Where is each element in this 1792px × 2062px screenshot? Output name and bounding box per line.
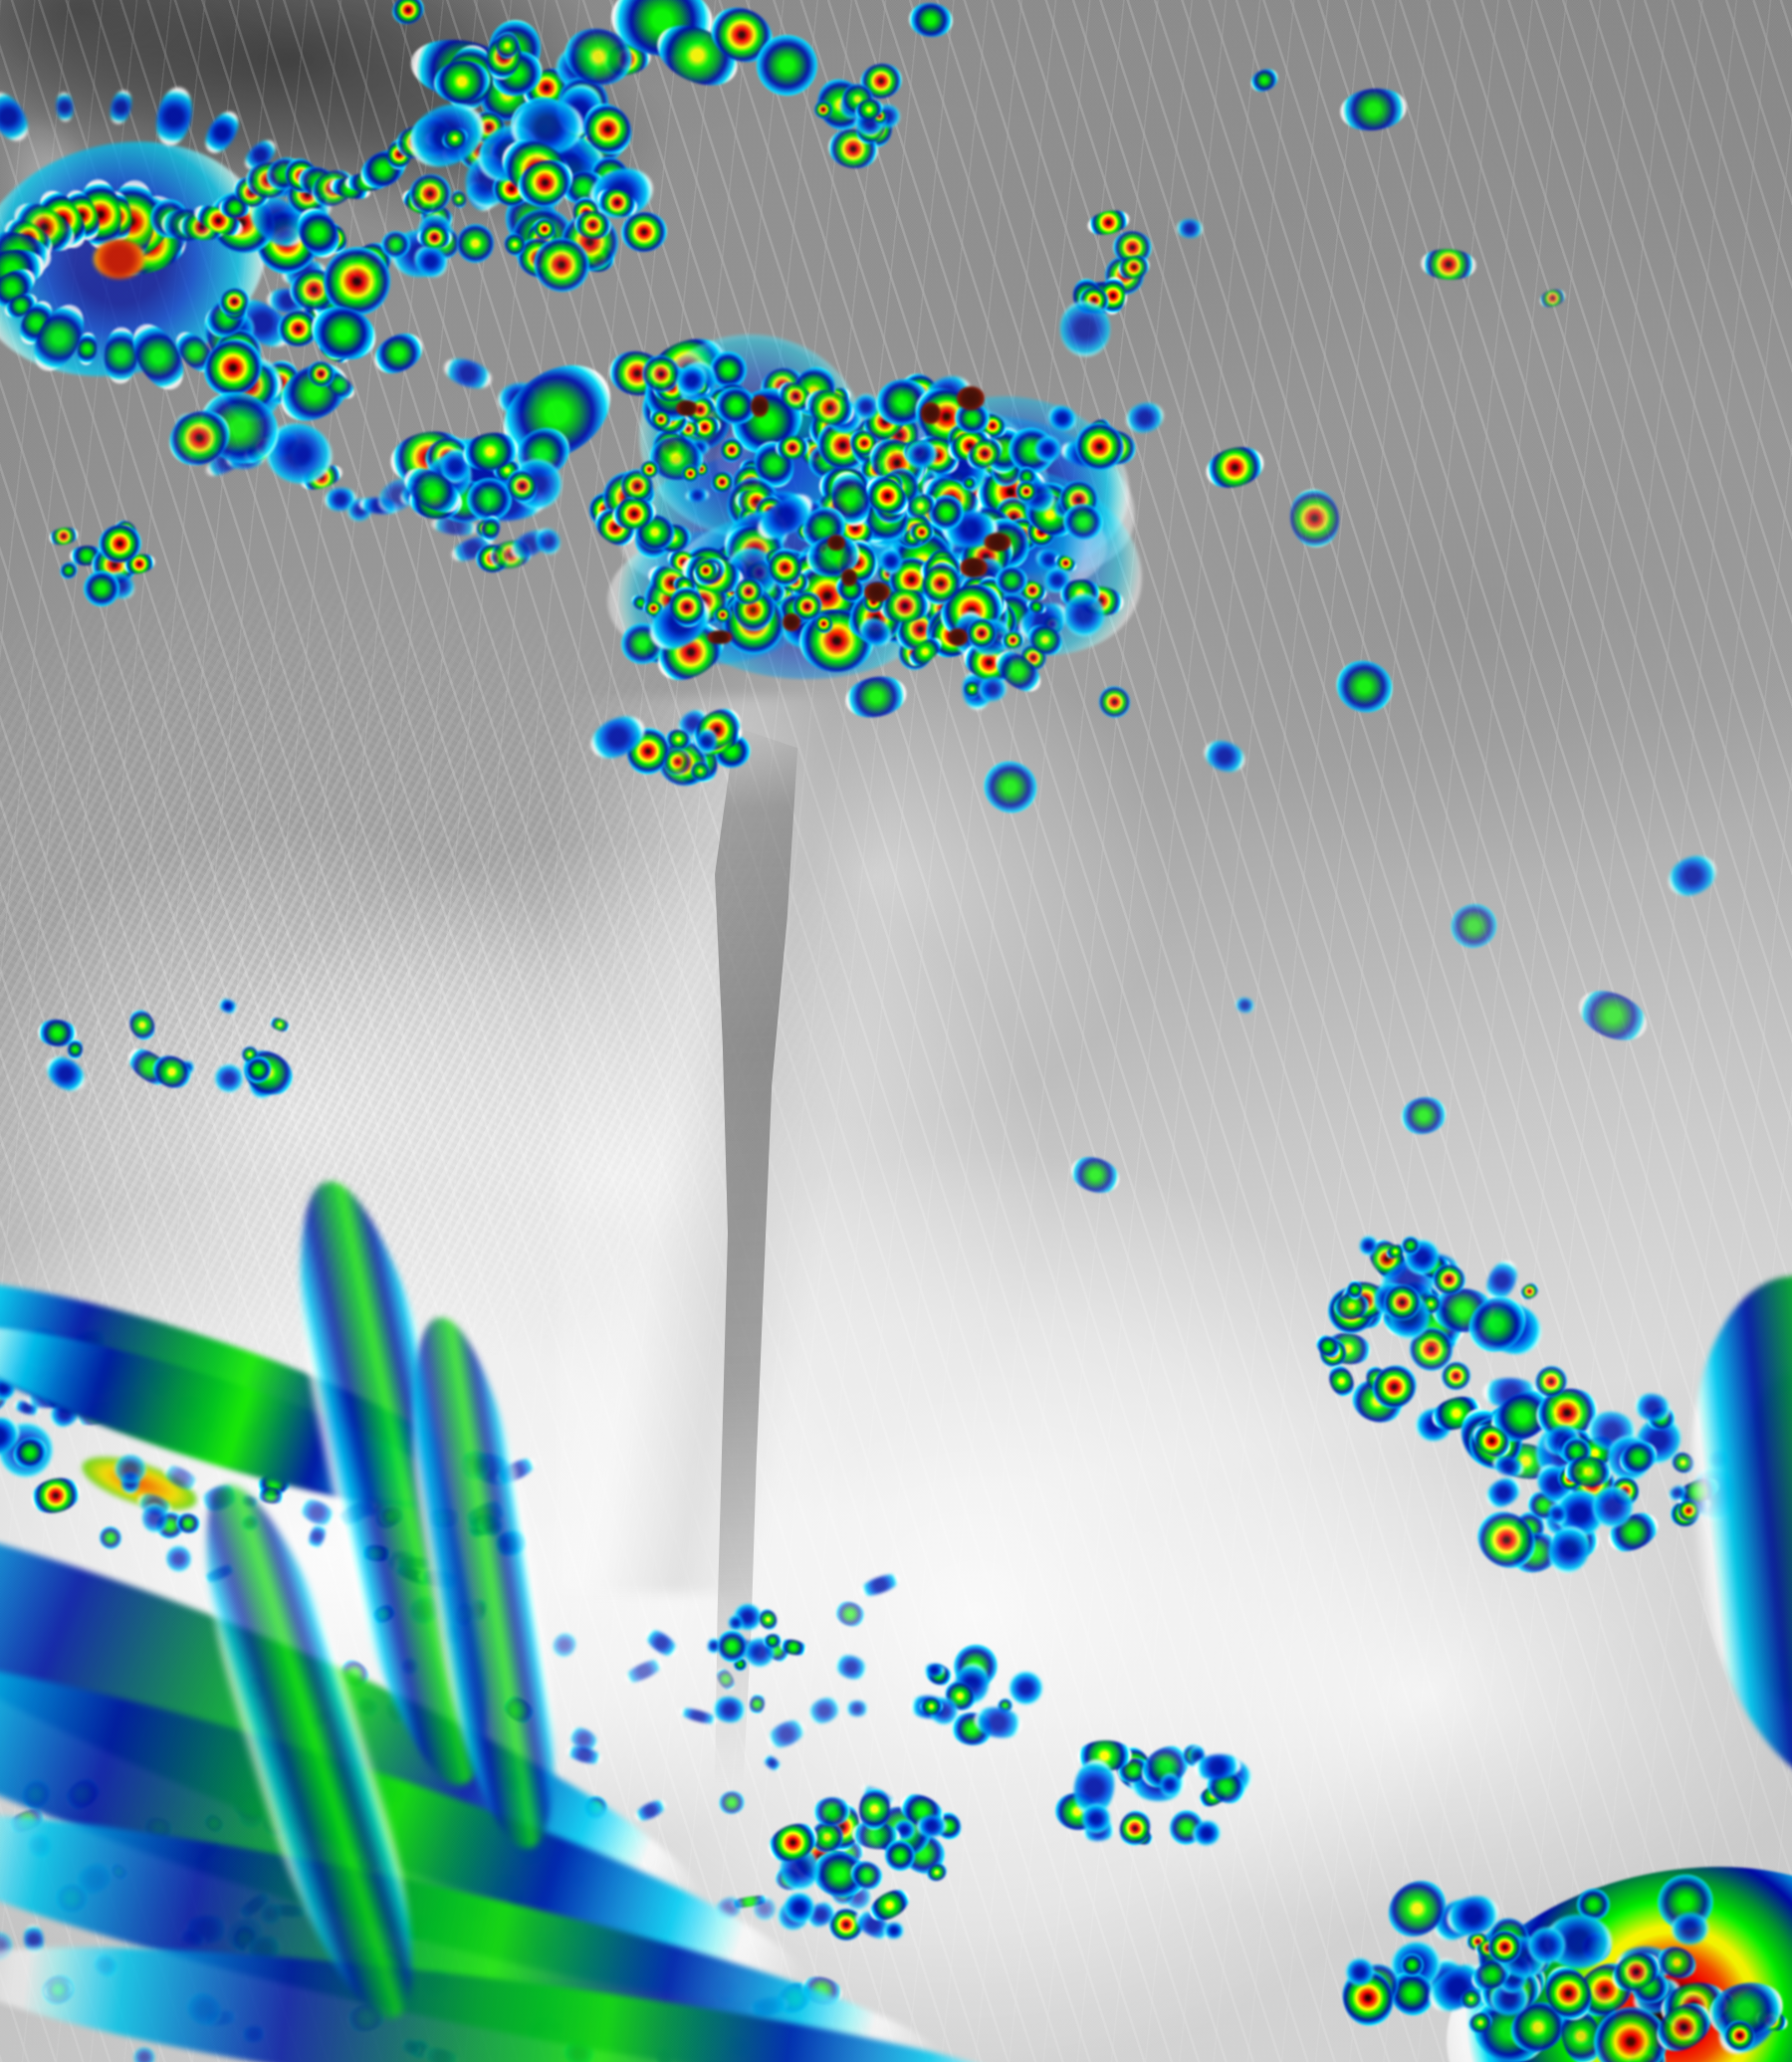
coastal-shading	[558, 697, 876, 1593]
